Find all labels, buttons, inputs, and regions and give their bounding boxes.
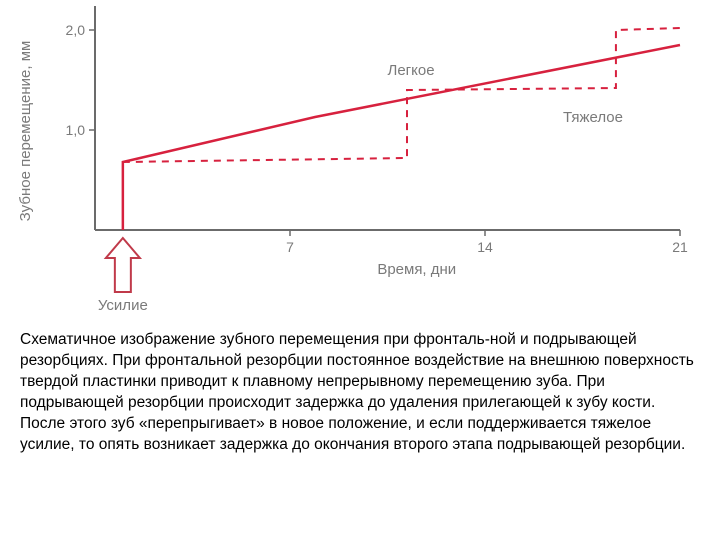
- chart-figure: 7 14 21 1,0 2,0 Время, дни Зубное перемещение,…: [0, 0, 720, 315]
- series-heavy-label: Тяжелое: [563, 109, 623, 126]
- x-tick-label: 7: [286, 239, 294, 255]
- x-tick-label: 14: [477, 239, 493, 255]
- x-axis-label: Время, дни: [377, 261, 456, 278]
- force-arrow-label: Усилие: [98, 297, 148, 314]
- force-arrow-icon: [106, 238, 140, 292]
- series-light-label: Легкое: [388, 62, 435, 79]
- y-axis-label: Зубное перемещение, мм: [17, 41, 34, 222]
- figure-caption: Схематичное изображение зубного перемеще…: [20, 330, 700, 456]
- y-tick-label: 1,0: [66, 122, 86, 138]
- x-tick-label: 21: [672, 239, 688, 255]
- chart-svg: 7 14 21 1,0 2,0 Время, дни Зубное перемещение,…: [0, 0, 720, 315]
- y-tick-label: 2,0: [66, 22, 86, 38]
